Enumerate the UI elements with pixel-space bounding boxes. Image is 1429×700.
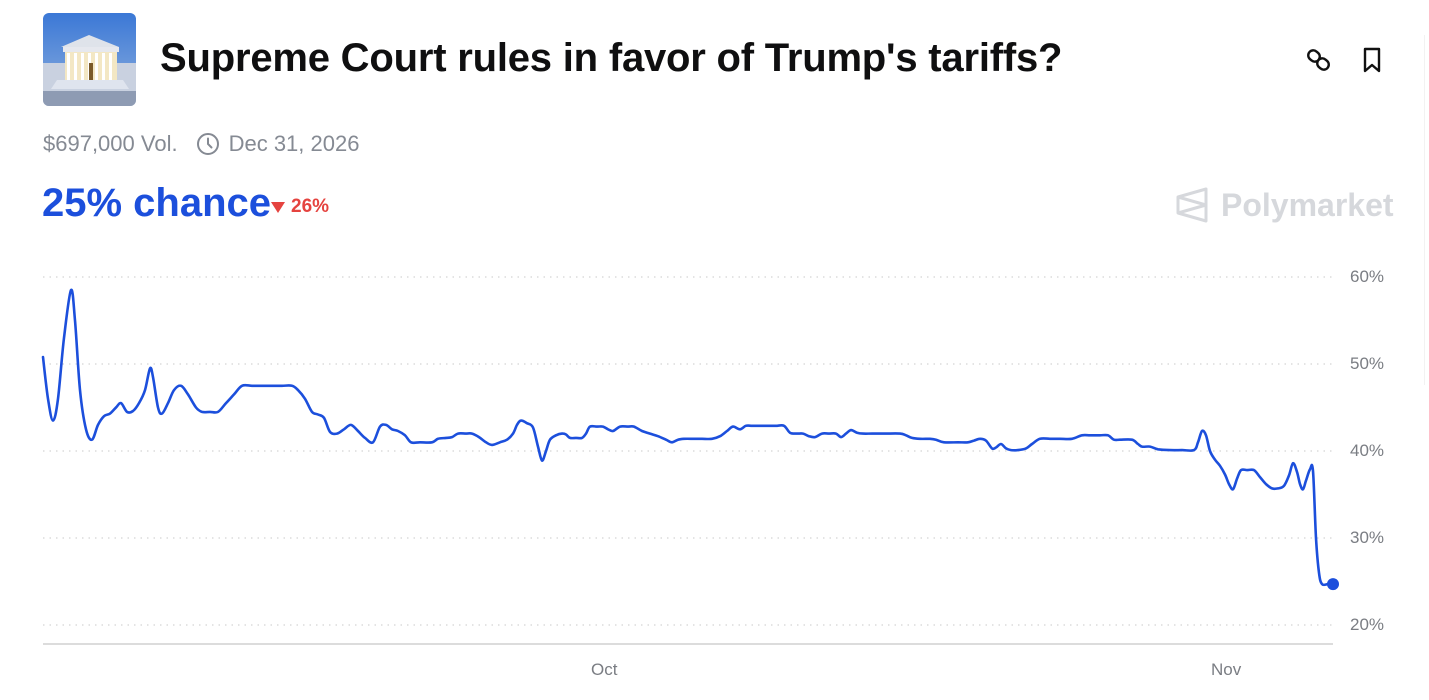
- change-badge: 26%: [271, 196, 329, 218]
- down-triangle-icon: [271, 201, 285, 213]
- change-value: 26%: [291, 196, 330, 217]
- polymarket-watermark: Polymarket: [1175, 186, 1394, 224]
- y-tick-label: 30%: [1350, 528, 1385, 547]
- y-tick-label: 60%: [1350, 267, 1385, 286]
- bookmark-icon: [1363, 47, 1381, 73]
- link-icon: [1307, 49, 1330, 71]
- x-tick-label: Oct: [591, 660, 618, 679]
- y-tick-label: 40%: [1350, 441, 1385, 460]
- panel-edge: [1424, 35, 1425, 385]
- chance-value: 25% chance: [42, 181, 272, 225]
- volume-text: $697,000 Vol.: [43, 131, 178, 156]
- y-tick-label: 50%: [1350, 354, 1385, 373]
- polymarket-logo-icon: [1176, 187, 1208, 223]
- y-tick-label: 20%: [1350, 615, 1385, 634]
- market-meta: $697,000 Vol. Dec 31, 2026: [43, 131, 359, 157]
- x-tick-label: Nov: [1211, 660, 1242, 679]
- market-title: Supreme Court rules in favor of Trump's …: [160, 36, 1063, 80]
- bookmark-button[interactable]: [1356, 44, 1388, 76]
- copy-link-button[interactable]: [1303, 44, 1335, 76]
- chance-line: [41, 288, 1335, 587]
- clock-icon: [196, 133, 219, 155]
- supreme-court-building-image: [43, 13, 136, 106]
- current-value-dot: [1327, 578, 1339, 591]
- chart-gridlines: [43, 276, 1333, 626]
- brand-name: Polymarket: [1221, 186, 1394, 223]
- market-thumbnail: [43, 13, 136, 106]
- end-date-text: Dec 31, 2026: [228, 131, 360, 156]
